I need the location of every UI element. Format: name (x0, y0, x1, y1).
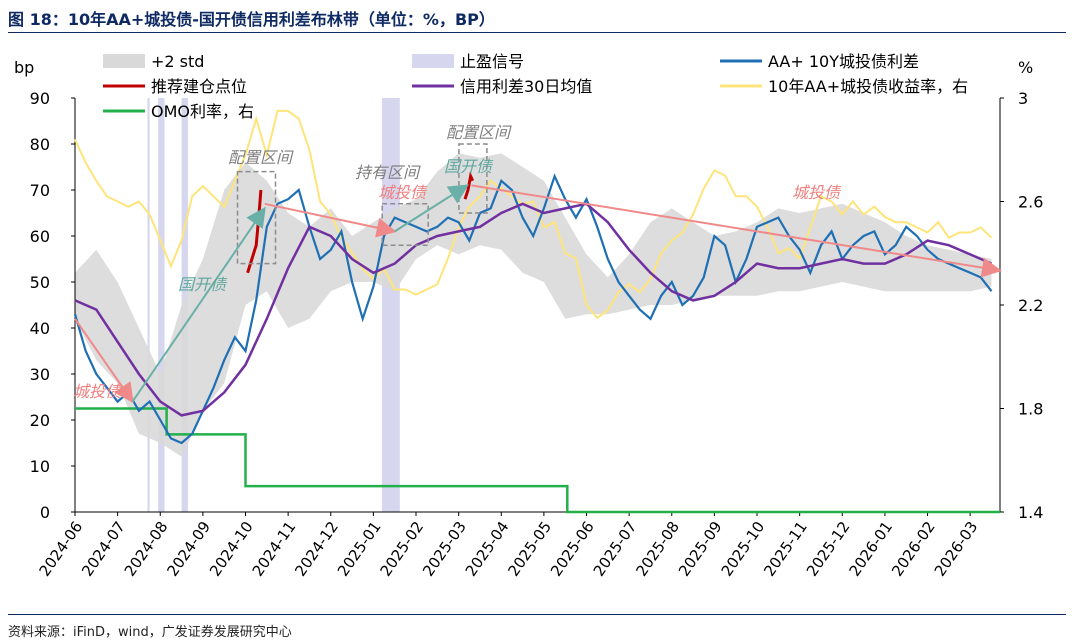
legend-label: 信用利差30日均值 (460, 77, 592, 96)
right-tick-label: 3 (1018, 89, 1028, 108)
annotation-text: 城投债 (792, 183, 842, 202)
legend-label: 10年AA+城投债收益率，右 (768, 77, 968, 96)
right-tick-label: 1.8 (1018, 400, 1043, 419)
legend-label: 止盈信号 (460, 52, 524, 71)
take-profit-bar (147, 98, 150, 512)
right-tick-label: 2.6 (1018, 193, 1043, 212)
annotation-text: 国开债 (444, 157, 494, 176)
left-tick-label: 50 (30, 273, 50, 292)
right-tick-label: 1.4 (1018, 503, 1043, 522)
annotation-text: 城投债 (378, 183, 428, 202)
x-tick-label: 2026-03 (931, 518, 982, 580)
left-tick-label: 10 (30, 457, 50, 476)
right-axis-label: % (1018, 58, 1033, 77)
annotation-text: 配置区间 (446, 123, 512, 142)
annotation-text: 配置区间 (228, 148, 294, 167)
yield-line (74, 109, 993, 320)
left-tick-label: 40 (30, 319, 50, 338)
left-tick-label: 80 (30, 135, 50, 154)
std-band (75, 153, 992, 457)
legend-label: 推荐建仓点位 (151, 77, 247, 96)
take-profit-bar (158, 98, 165, 512)
left-axis-label: bp (14, 58, 34, 77)
chart-source: 资料来源：iFinD，wind，广发证券发展研究中心 (8, 625, 292, 640)
left-tick-label: 90 (30, 89, 50, 108)
legend-label: AA+ 10Y城投债利差 (768, 52, 919, 71)
left-tick-label: 60 (30, 227, 50, 246)
legend-swatch (412, 54, 454, 68)
spread-line (73, 173, 993, 445)
omo-line (75, 407, 1000, 514)
annotation-text: 国开债 (178, 275, 228, 294)
annotation-text: 城投债 (73, 382, 123, 401)
arrow-cdb-up (394, 184, 469, 233)
take-profit-bar (381, 98, 400, 512)
left-tick-label: 20 (30, 411, 50, 430)
left-tick-label: 30 (30, 365, 50, 384)
arrow-spread-down (74, 318, 134, 404)
legend-label: OMO利率，右 (151, 102, 254, 121)
source-rule (8, 614, 1066, 615)
title-rule (8, 32, 1066, 33)
annotation-text: 持有区间 (355, 163, 421, 182)
legend-label: +2 std (151, 52, 204, 71)
config-interval-box (236, 170, 277, 265)
arrow-spread-down (471, 184, 1002, 278)
chart-title: 图 18：10年AA+城投债-国开债信用利差布林带（单位：%，BP） (8, 10, 495, 29)
arrow-spread-down (264, 202, 397, 238)
arrow-cdb-up (131, 206, 266, 403)
left-tick-label: 0 (40, 503, 50, 522)
right-tick-label: 2.2 (1018, 296, 1043, 315)
ma30-line (74, 202, 992, 417)
legend-swatch (103, 54, 145, 68)
left-tick-label: 70 (30, 181, 50, 200)
